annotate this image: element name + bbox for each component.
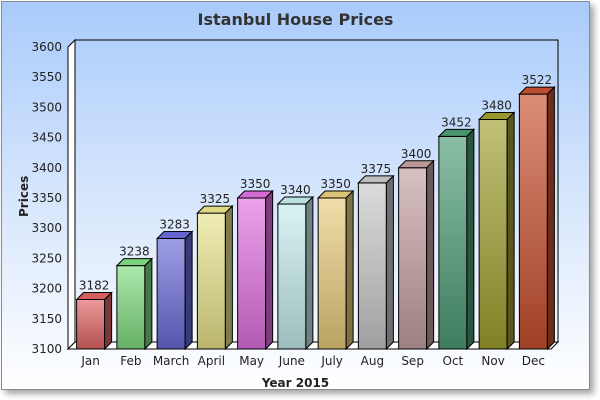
chart-title: Istanbul House Prices (197, 10, 394, 29)
x-tick-label: Dec (522, 354, 545, 368)
chart-frame: Istanbul House Prices Prices Year 2015 3… (1, 1, 590, 390)
value-label: 3522 (522, 73, 553, 87)
value-label: 3480 (481, 98, 512, 112)
x-axis-label: Year 2015 (261, 376, 330, 390)
y-tick-label: 3300 (31, 221, 62, 235)
bar-oct[interactable] (437, 128, 476, 351)
bar-june[interactable] (276, 195, 315, 351)
value-label: 3375 (361, 162, 392, 176)
left-wall (67, 38, 76, 351)
y-tick-label: 3350 (31, 191, 62, 205)
bar-sep[interactable] (397, 159, 435, 351)
bar-nov[interactable] (477, 111, 516, 351)
x-tick-label: May (239, 354, 264, 368)
value-label: 3452 (441, 115, 472, 129)
value-label: 3400 (401, 147, 432, 161)
x-tick-label: July (320, 354, 343, 368)
x-tick-label: Sep (401, 354, 424, 368)
x-tick-label: Feb (120, 354, 141, 368)
bar-may[interactable] (236, 189, 274, 351)
bar-july[interactable] (316, 189, 355, 351)
value-label: 3182 (79, 278, 110, 292)
x-tick-label: June (278, 354, 305, 368)
x-tick-label: Aug (361, 354, 384, 368)
bar-dec[interactable] (518, 85, 556, 351)
x-tick-label: Jan (80, 354, 100, 368)
x-tick-label: Oct (443, 354, 464, 368)
y-tick-label: 3250 (31, 251, 62, 265)
value-label: 3350 (320, 177, 351, 191)
y-tick-label: 3200 (31, 282, 62, 296)
value-label: 3238 (119, 245, 150, 259)
x-tick-label: April (198, 354, 225, 368)
x-tick-label: March (153, 354, 190, 368)
value-label: 3340 (280, 183, 311, 197)
bar-feb[interactable] (115, 257, 154, 351)
bar-march[interactable] (155, 230, 194, 351)
value-label: 3350 (240, 177, 271, 191)
value-label: 3283 (159, 217, 190, 231)
bar-april[interactable] (196, 204, 234, 351)
value-label: 3325 (200, 192, 231, 206)
bar-aug[interactable] (357, 174, 395, 351)
y-tick-label: 3550 (31, 70, 62, 84)
y-tick-label: 3500 (31, 100, 62, 114)
y-tick-label: 3150 (31, 312, 62, 326)
x-tick-label: Nov (481, 354, 504, 368)
plot-area: 3100 3150 3200 3250 3300 3350 3400 3450 3500 3550… (31, 38, 560, 368)
y-tick-label: 3100 (31, 342, 62, 356)
bar-jan[interactable] (75, 291, 113, 351)
y-tick-label: 3600 (31, 40, 62, 54)
y-tick-label: 3400 (31, 161, 62, 175)
y-tick-label: 3450 (31, 131, 62, 145)
